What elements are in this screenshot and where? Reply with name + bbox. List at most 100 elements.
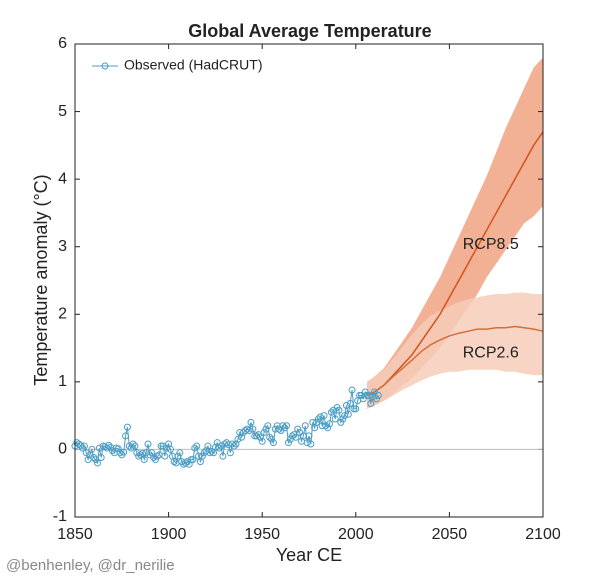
data-point [151, 456, 159, 464]
data-point [367, 399, 375, 407]
data-point [365, 391, 373, 399]
data-point [262, 425, 270, 433]
data-point [249, 425, 257, 433]
data-point [116, 449, 124, 457]
data-point [339, 415, 347, 423]
data-point [187, 456, 195, 464]
data-point [324, 424, 332, 432]
x-tick-label: 1950 [244, 526, 280, 543]
x-tick-label: 2100 [525, 526, 561, 543]
data-point [127, 444, 135, 452]
projection-label: RCP2.6 [463, 344, 519, 361]
data-point [292, 433, 300, 441]
data-point [181, 459, 189, 467]
data-point [245, 427, 253, 435]
data-point [138, 449, 146, 457]
data-point [215, 444, 223, 452]
data-point [247, 418, 255, 426]
data-point [163, 444, 171, 452]
data-point [131, 442, 139, 450]
data-point [88, 445, 96, 453]
data-point [90, 454, 98, 462]
data-point [322, 422, 330, 430]
data-point [123, 423, 131, 431]
data-point [266, 433, 274, 441]
data-point [176, 449, 184, 457]
data-point [174, 452, 182, 460]
data-point [316, 413, 324, 421]
data-point [122, 432, 130, 440]
data-point [374, 391, 382, 399]
data-point [221, 440, 229, 448]
data-point [226, 449, 234, 457]
data-point [301, 422, 309, 430]
data-point [140, 456, 148, 464]
data-point [303, 439, 311, 447]
data-point [294, 425, 302, 433]
data-point [346, 399, 354, 407]
data-point [185, 460, 193, 468]
data-point [148, 449, 156, 457]
data-point [208, 447, 216, 455]
data-point [352, 405, 360, 413]
data-point [372, 395, 380, 403]
data-point [256, 433, 264, 441]
data-point [253, 432, 261, 440]
data-point [234, 435, 242, 443]
data-point [281, 424, 289, 432]
data-point [114, 445, 122, 453]
data-point [326, 420, 334, 428]
data-point [269, 439, 277, 447]
data-point [342, 402, 350, 410]
data-point [331, 415, 339, 423]
data-point [217, 442, 225, 450]
data-point [264, 422, 272, 430]
data-point [344, 410, 352, 418]
data-point [307, 440, 315, 448]
data-point [305, 432, 313, 440]
data-point [219, 452, 227, 460]
data-point [348, 386, 356, 394]
data-point [93, 459, 101, 467]
projection-label: RCP8.5 [463, 236, 519, 253]
data-point [241, 427, 249, 435]
data-point [279, 422, 287, 430]
legend-label: Observed (HadCRUT) [124, 57, 262, 73]
data-point [260, 429, 268, 437]
data-point [120, 448, 128, 456]
data-point [350, 405, 358, 413]
data-point [288, 432, 296, 440]
y-tick-label: 2 [58, 306, 67, 323]
data-point [232, 440, 240, 448]
data-point [166, 445, 174, 453]
data-point [97, 454, 105, 462]
data-point [258, 437, 266, 445]
data-point [283, 422, 291, 430]
data-point [105, 441, 113, 449]
uncertainty-band [367, 292, 543, 409]
y-axis-label: Temperature anomaly (°C) [31, 174, 51, 385]
y-tick-label: 5 [58, 103, 67, 120]
legend-marker [101, 62, 109, 70]
data-point [193, 442, 201, 450]
data-point [314, 415, 322, 423]
data-point [170, 458, 178, 466]
data-point [206, 449, 214, 457]
data-point [327, 408, 335, 416]
x-tick-label: 1850 [57, 526, 93, 543]
bands [367, 57, 543, 409]
data-point [80, 442, 88, 450]
data-point [189, 456, 197, 464]
data-point [312, 418, 320, 426]
data-point [82, 449, 90, 457]
projection-line [366, 325, 544, 397]
data-point [341, 412, 349, 420]
data-point [230, 442, 238, 450]
y-tick-label: 0 [58, 441, 67, 458]
y-tick-label: 4 [58, 170, 67, 187]
x-tick-label: 2050 [432, 526, 468, 543]
data-point [320, 412, 328, 420]
data-point [228, 440, 236, 448]
y-tick-label: 3 [58, 238, 67, 255]
